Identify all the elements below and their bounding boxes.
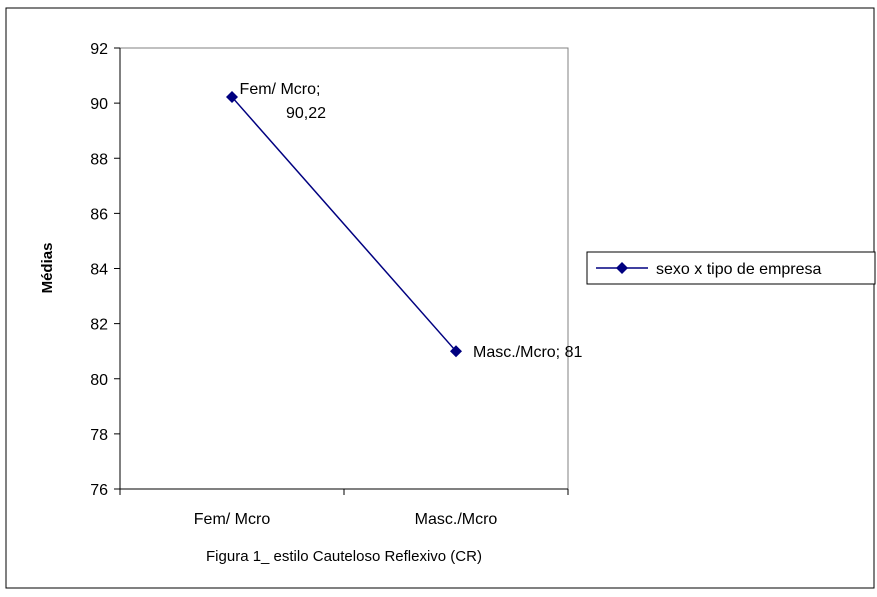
x-axis-title: Figura 1_ estilo Cauteloso Reflexivo (CR… [206, 548, 482, 565]
x-ticks: Fem/ Mcro Masc./Mcro [119, 489, 569, 528]
x-tick-label: Fem/ Mcro [194, 511, 271, 528]
data-label: Fem/ Mcro; [240, 81, 321, 98]
data-labels: Fem/ Mcro; 90,22 Masc./Mcro; 81 [240, 81, 583, 361]
y-tick-label: 84 [90, 262, 108, 279]
legend-entry: sexo x tipo de empresa [656, 261, 822, 278]
series-group [226, 91, 462, 358]
y-tick-label: 92 [90, 41, 108, 58]
y-tick-label: 78 [90, 427, 108, 444]
chart-border [5, 7, 875, 589]
y-tick-label: 76 [90, 482, 108, 499]
legend: sexo x tipo de empresa [586, 251, 876, 285]
series-line [231, 96, 457, 352]
y-tick-label: 86 [90, 206, 108, 223]
y-ticks: 76 78 80 82 84 86 88 90 92 [90, 41, 120, 499]
y-axis-title: Médias [39, 243, 56, 294]
data-point [226, 91, 238, 104]
y-tick-label: 88 [90, 151, 108, 168]
y-tick-label: 82 [90, 317, 108, 334]
legend-marker [616, 262, 628, 274]
y-tick-label: 80 [90, 372, 108, 389]
data-point [450, 345, 462, 358]
y-tick-label: 90 [90, 96, 108, 113]
data-label: Masc./Mcro; 81 [473, 344, 582, 361]
data-label: 90,22 [286, 105, 326, 122]
x-tick-label: Masc./Mcro [415, 511, 498, 528]
